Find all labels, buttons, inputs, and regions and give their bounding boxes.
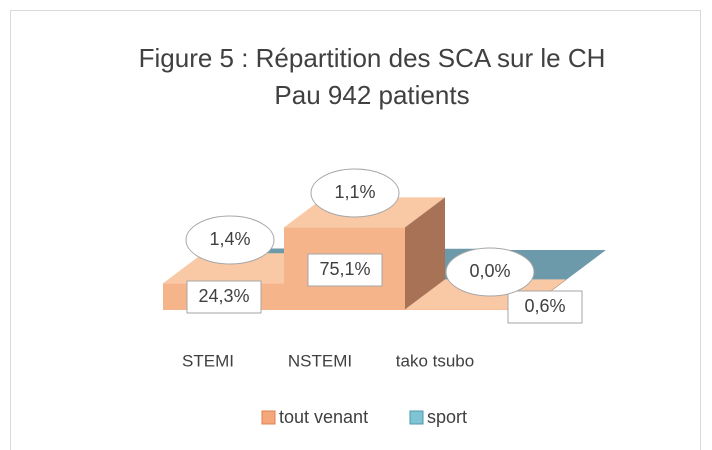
data-label-box (186, 280, 262, 314)
data-label: 24,3% (198, 286, 249, 306)
chart-subtitle: Pau 942 patients (274, 80, 469, 110)
data-label-callout (310, 168, 400, 218)
chart-title: Figure 5 : Répartition des SCA sur le CH (139, 43, 606, 73)
legend-swatch (261, 410, 276, 425)
bar-side (405, 197, 445, 310)
data-label-callout (445, 247, 535, 297)
x-tick-label: tako tsubo (396, 351, 474, 370)
data-label-box (307, 253, 383, 287)
x-tick-label: STEMI (182, 351, 234, 370)
legend-label: tout venant (279, 407, 368, 427)
x-tick-label: NSTEMI (288, 351, 352, 370)
bar (405, 309, 526, 310)
data-label: 75,1% (319, 259, 370, 279)
data-label: 0,6% (524, 296, 565, 316)
data-label-callout (185, 215, 275, 265)
data-label: 1,4% (209, 229, 250, 249)
data-label: 0,0% (469, 261, 510, 281)
legend-swatch (409, 410, 424, 425)
legend-label: sport (427, 407, 467, 427)
data-label: 1,1% (334, 182, 375, 202)
data-label-box (507, 290, 583, 324)
bar-top (163, 253, 324, 284)
